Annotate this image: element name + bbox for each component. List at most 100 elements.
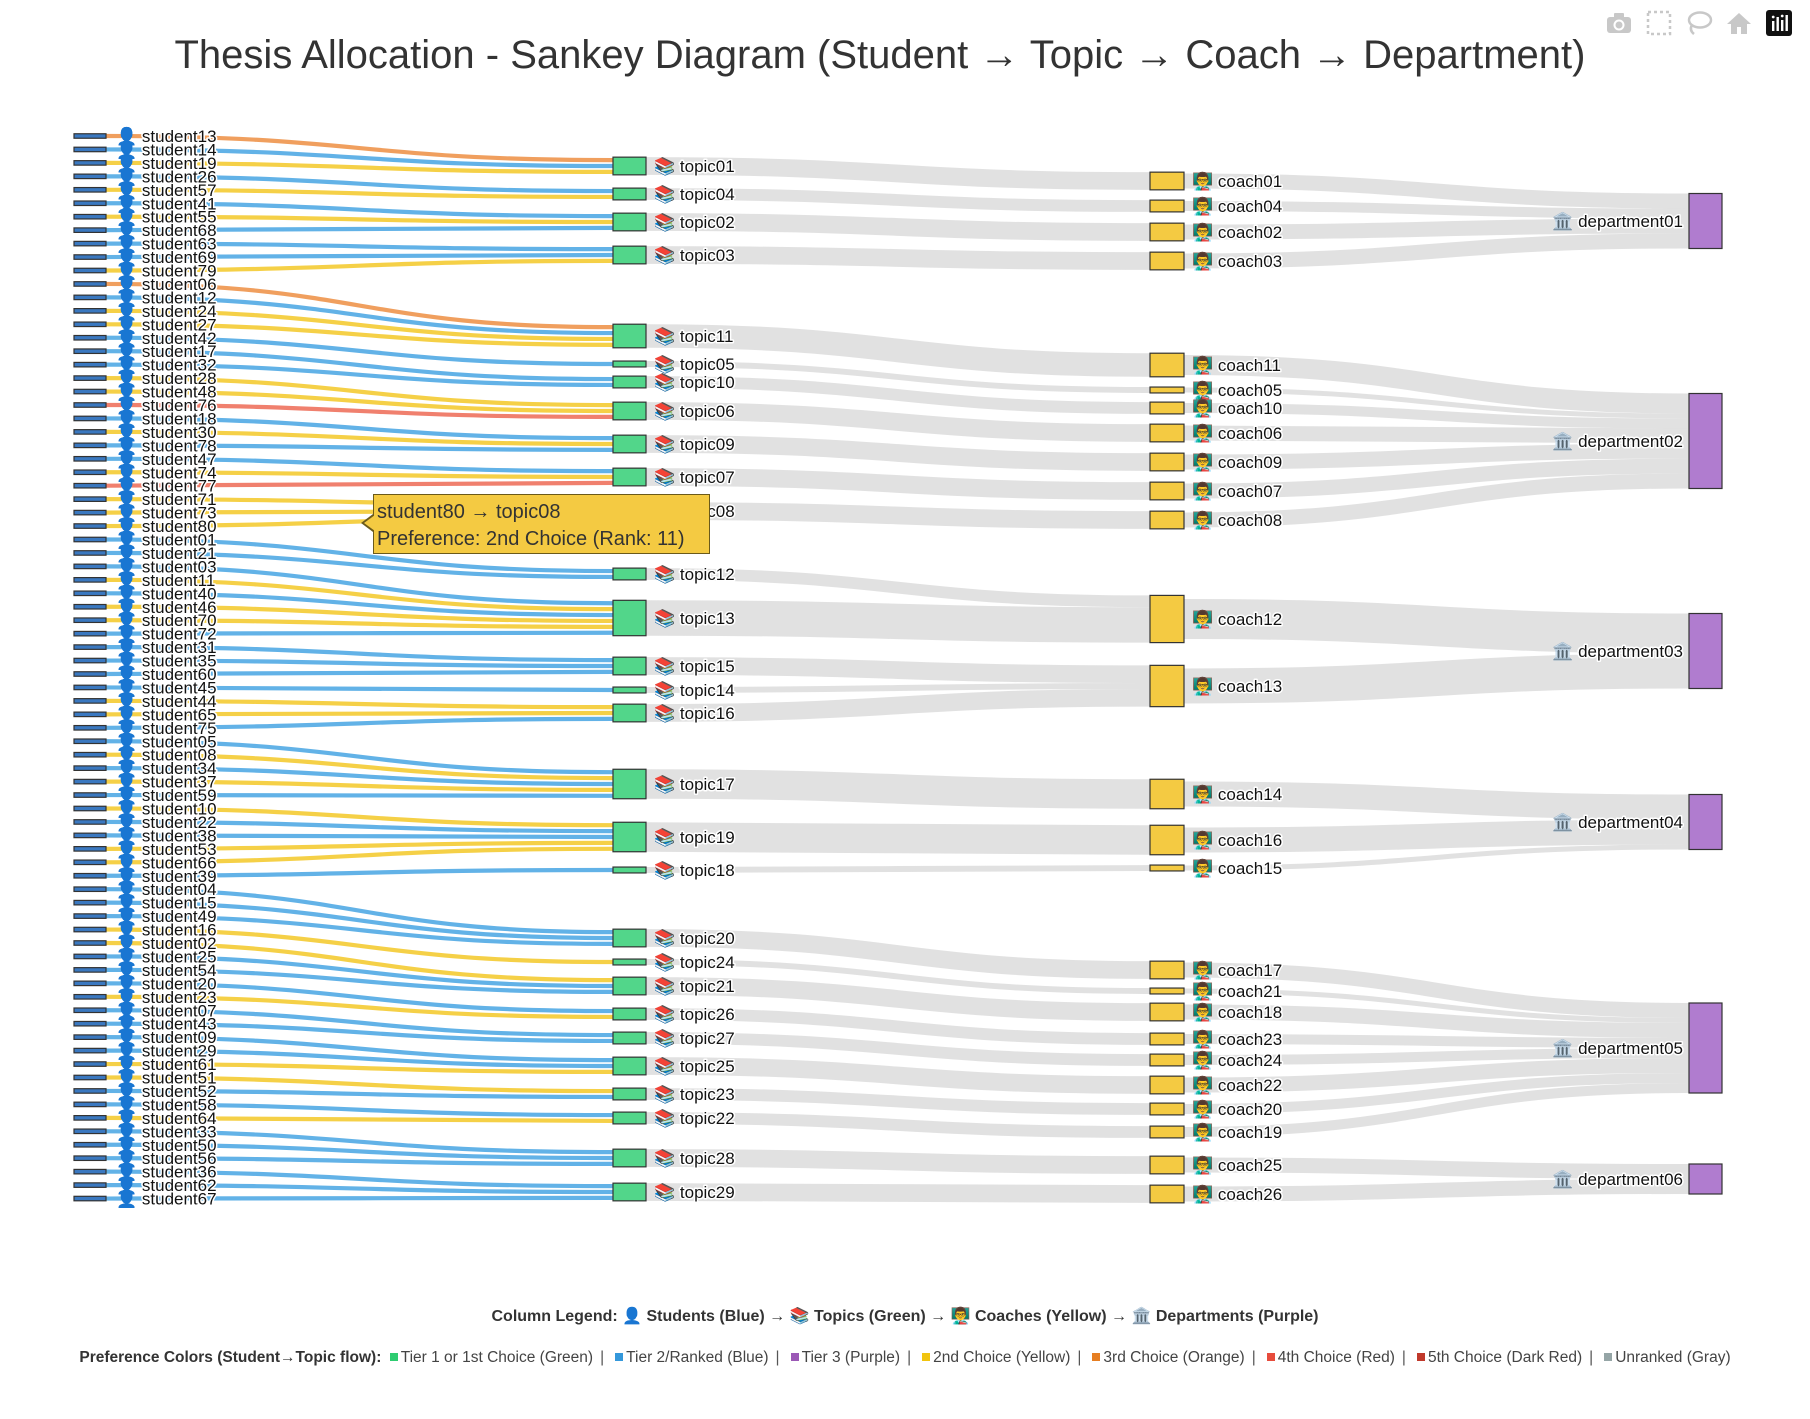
link-coach09-department02[interactable]	[1183, 443, 1690, 470]
node-student19[interactable]	[73, 160, 107, 166]
node-coach12[interactable]	[1149, 594, 1185, 644]
node-coach16[interactable]	[1149, 824, 1185, 856]
link-student19-topic01[interactable]	[105, 160, 614, 174]
link-coach25-department06[interactable]	[1183, 1157, 1690, 1179]
node-coach09[interactable]	[1149, 452, 1185, 472]
node-student50[interactable]	[73, 1141, 107, 1148]
node-student40[interactable]	[73, 590, 107, 597]
node-student52[interactable]	[73, 1088, 107, 1094]
link-student16-topic24[interactable]	[105, 927, 614, 965]
link-student42-topic05[interactable]	[105, 335, 614, 367]
link-topic01-coach01[interactable]	[645, 157, 1151, 190]
link-topic19-coach16[interactable]	[645, 822, 1151, 855]
link-student45-topic14[interactable]	[105, 685, 614, 693]
link-topic02-coach02[interactable]	[645, 213, 1151, 241]
node-topic25[interactable]	[612, 1056, 647, 1076]
link-topic18-coach15[interactable]	[645, 865, 1151, 873]
node-student24[interactable]	[73, 308, 107, 314]
node-student31[interactable]	[73, 644, 107, 650]
node-coach21[interactable]	[1149, 987, 1185, 995]
link-student65-topic16[interactable]	[105, 710, 614, 717]
node-student36[interactable]	[73, 1168, 107, 1175]
link-coach18-department05[interactable]	[1183, 1004, 1690, 1038]
node-coach23[interactable]	[1149, 1032, 1185, 1046]
node-student17[interactable]	[73, 348, 107, 355]
node-student58[interactable]	[73, 1101, 107, 1108]
node-topic15[interactable]	[612, 656, 647, 676]
link-coach05-department02[interactable]	[1183, 387, 1690, 419]
link-coach02-department01[interactable]	[1183, 218, 1690, 240]
link-student48-topic06[interactable]	[105, 389, 614, 414]
node-student08[interactable]	[73, 751, 107, 758]
node-topic14[interactable]	[612, 686, 647, 694]
link-student34-topic17[interactable]	[105, 766, 614, 787]
node-topic28[interactable]	[612, 1148, 647, 1168]
link-student64-topic22[interactable]	[105, 1115, 614, 1124]
node-topic05[interactable]	[612, 360, 647, 368]
node-student79[interactable]	[73, 267, 107, 274]
node-student65[interactable]	[73, 711, 107, 718]
node-department03[interactable]	[1688, 612, 1723, 690]
node-student43[interactable]	[73, 1020, 107, 1027]
node-student27[interactable]	[73, 321, 107, 328]
node-student61[interactable]	[73, 1061, 107, 1067]
node-student74[interactable]	[73, 469, 107, 476]
link-student20-topic26[interactable]	[105, 981, 614, 1014]
link-student10-topic19[interactable]	[105, 806, 614, 828]
link-student09-topic25[interactable]	[105, 1035, 614, 1063]
node-student60[interactable]	[73, 671, 107, 677]
link-topic06-coach06[interactable]	[645, 402, 1151, 442]
node-topic03[interactable]	[612, 245, 647, 265]
box-select-button[interactable]	[1642, 8, 1676, 38]
node-student32[interactable]	[73, 361, 107, 368]
node-student73[interactable]	[73, 509, 107, 516]
link-student33-topic28[interactable]	[105, 1129, 614, 1155]
node-student25[interactable]	[73, 953, 107, 960]
node-student80[interactable]	[73, 523, 107, 529]
node-topic10[interactable]	[612, 375, 647, 389]
link-student35-topic15[interactable]	[105, 658, 614, 669]
node-coach18[interactable]	[1149, 1002, 1185, 1022]
node-coach20[interactable]	[1149, 1102, 1185, 1116]
node-student77[interactable]	[73, 482, 107, 489]
link-student72-topic13[interactable]	[105, 630, 614, 636]
node-student72[interactable]	[73, 630, 107, 637]
node-topic09[interactable]	[612, 434, 647, 454]
reset-axes-button[interactable]	[1722, 8, 1756, 38]
link-student30-topic09[interactable]	[105, 429, 614, 447]
node-topic18[interactable]	[612, 866, 647, 874]
link-coach21-department05[interactable]	[1183, 988, 1690, 1023]
node-topic23[interactable]	[612, 1087, 647, 1101]
node-topic22[interactable]	[612, 1111, 647, 1125]
link-coach01-department01[interactable]	[1183, 173, 1690, 209]
link-student57-topic04[interactable]	[105, 187, 614, 200]
node-coach07[interactable]	[1149, 481, 1185, 501]
node-student45[interactable]	[73, 684, 107, 691]
node-topic19[interactable]	[612, 821, 647, 853]
link-topic23-coach20[interactable]	[645, 1088, 1151, 1115]
link-student75-topic16[interactable]	[105, 716, 614, 730]
node-topic24[interactable]	[612, 958, 647, 966]
node-coach11[interactable]	[1149, 352, 1185, 378]
node-student16[interactable]	[73, 926, 107, 933]
node-topic04[interactable]	[612, 187, 647, 201]
node-topic17[interactable]	[612, 768, 647, 800]
node-student42[interactable]	[73, 334, 107, 341]
node-student18[interactable]	[73, 415, 107, 422]
link-student14-topic01[interactable]	[105, 147, 614, 169]
node-coach13[interactable]	[1149, 664, 1185, 708]
node-topic21[interactable]	[612, 976, 647, 996]
node-department06[interactable]	[1688, 1163, 1723, 1195]
link-topic16-coach13[interactable]	[645, 688, 1151, 722]
node-coach03[interactable]	[1149, 251, 1185, 271]
link-student59-topic17[interactable]	[105, 792, 614, 798]
link-student50-topic28[interactable]	[105, 1142, 614, 1161]
link-student29-topic25[interactable]	[105, 1048, 614, 1069]
node-student46[interactable]	[73, 603, 107, 610]
link-topic14-coach13[interactable]	[645, 683, 1151, 693]
link-topic12-coach12[interactable]	[645, 568, 1151, 608]
link-topic29-coach26[interactable]	[645, 1183, 1151, 1203]
node-coach01[interactable]	[1149, 171, 1185, 191]
link-student24-topic11[interactable]	[105, 308, 614, 342]
node-student47[interactable]	[73, 455, 107, 462]
